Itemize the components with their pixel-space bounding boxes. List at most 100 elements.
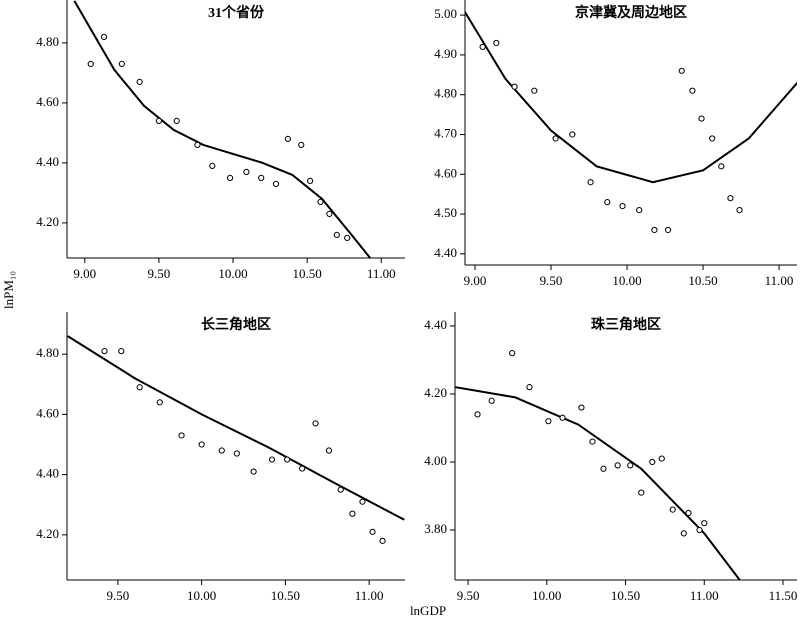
point <box>589 438 596 445</box>
x-tick-label: 10.50 <box>611 588 640 603</box>
y-tick-label: 4.50 <box>434 205 457 220</box>
point <box>226 174 234 181</box>
point <box>685 509 692 517</box>
point <box>233 450 240 457</box>
y-tick-label: 4.60 <box>36 405 59 420</box>
y-tick-label: 3.80 <box>424 521 447 536</box>
point <box>359 498 366 505</box>
panel: 31个省份 9.00 9.50 10.00 10.50 11.00 4.20 4.40 4.60… <box>36 0 405 281</box>
point <box>696 526 703 534</box>
y-tick-label: 4.40 <box>434 245 457 260</box>
point <box>268 456 276 463</box>
point <box>307 177 314 184</box>
point <box>218 447 225 454</box>
point <box>474 411 481 418</box>
point <box>155 117 163 125</box>
point <box>337 486 344 493</box>
y-tick-label: 4.80 <box>434 86 457 101</box>
point <box>209 162 216 169</box>
x-tick-label: 11.00 <box>690 588 719 603</box>
point <box>333 231 340 238</box>
point <box>136 384 143 391</box>
point <box>680 530 687 537</box>
point <box>701 520 708 527</box>
x-tick-label: 9.00 <box>73 266 96 281</box>
x-tick-label: 10.00 <box>612 273 641 288</box>
point <box>600 465 607 472</box>
point <box>709 135 716 142</box>
x-tick-label: 10.50 <box>293 266 322 281</box>
point <box>587 179 594 186</box>
point <box>325 447 333 454</box>
point <box>727 195 734 202</box>
y-tick-label: 4.70 <box>434 125 457 140</box>
fit-line <box>73 0 372 258</box>
point <box>689 87 696 94</box>
y-tick-label: 4.20 <box>424 385 447 400</box>
y-tick-label: 4.90 <box>434 46 457 61</box>
point <box>509 350 516 357</box>
x-tick-label: 10.00 <box>187 588 216 603</box>
point <box>258 174 265 181</box>
point <box>101 348 108 355</box>
point <box>312 420 319 427</box>
point <box>243 168 250 175</box>
panel-title: 31个省份 <box>208 4 265 21</box>
y-tick-label: 4.60 <box>36 94 59 109</box>
point <box>526 384 533 391</box>
point <box>87 60 94 68</box>
point <box>488 397 495 404</box>
y-tick-label: 4.40 <box>424 317 447 332</box>
fit-line <box>455 386 741 580</box>
point <box>627 462 634 469</box>
point <box>651 226 658 234</box>
panel-title: 京津冀及周边地区 <box>575 4 687 21</box>
point <box>299 465 306 472</box>
point <box>283 456 291 463</box>
x-tick-label: 9.50 <box>457 588 480 603</box>
x-tick-label: 10.50 <box>271 588 300 603</box>
point <box>664 226 672 234</box>
point <box>614 462 621 469</box>
x-tick-label: 11.00 <box>355 588 384 603</box>
x-tick-label: 9.00 <box>464 273 487 288</box>
point <box>658 455 665 462</box>
x-tick-label: 11.50 <box>769 588 798 603</box>
x-tick-label: 10.00 <box>218 266 247 281</box>
point <box>479 43 486 51</box>
x-tick-label: 9.50 <box>148 266 171 281</box>
point <box>136 78 143 86</box>
x-tick-label: 11.00 <box>765 273 794 288</box>
point <box>272 180 280 187</box>
x-tick-label: 10.50 <box>688 273 717 288</box>
point <box>349 510 356 517</box>
panel-title: 珠三角地区 <box>591 316 661 333</box>
panel-title: 长三角地区 <box>201 316 271 333</box>
point <box>531 87 538 94</box>
point <box>317 198 324 205</box>
point <box>100 33 108 41</box>
point <box>569 131 576 138</box>
point <box>379 537 386 544</box>
y-tick-label: 4.80 <box>36 345 59 360</box>
y-tick-label: 4.40 <box>36 466 59 481</box>
point <box>604 199 611 206</box>
point <box>636 206 643 214</box>
panel: 长三角地区 9.50 10.00 10.50 11.00 4.20 4.40 4.60 4.80 <box>36 312 405 603</box>
point <box>118 60 125 68</box>
point <box>178 432 185 439</box>
point <box>559 414 566 421</box>
point <box>118 348 125 355</box>
point <box>678 67 685 74</box>
point <box>638 489 645 496</box>
x-axis-label: lnGDP <box>410 603 446 618</box>
y-tick-label: 5.00 <box>434 6 457 21</box>
point <box>198 441 205 448</box>
y-tick-label: 4.40 <box>36 154 59 169</box>
point <box>736 206 743 214</box>
y-tick-label: 4.00 <box>424 453 447 468</box>
point <box>173 117 180 125</box>
point <box>326 210 333 217</box>
point <box>619 203 626 210</box>
